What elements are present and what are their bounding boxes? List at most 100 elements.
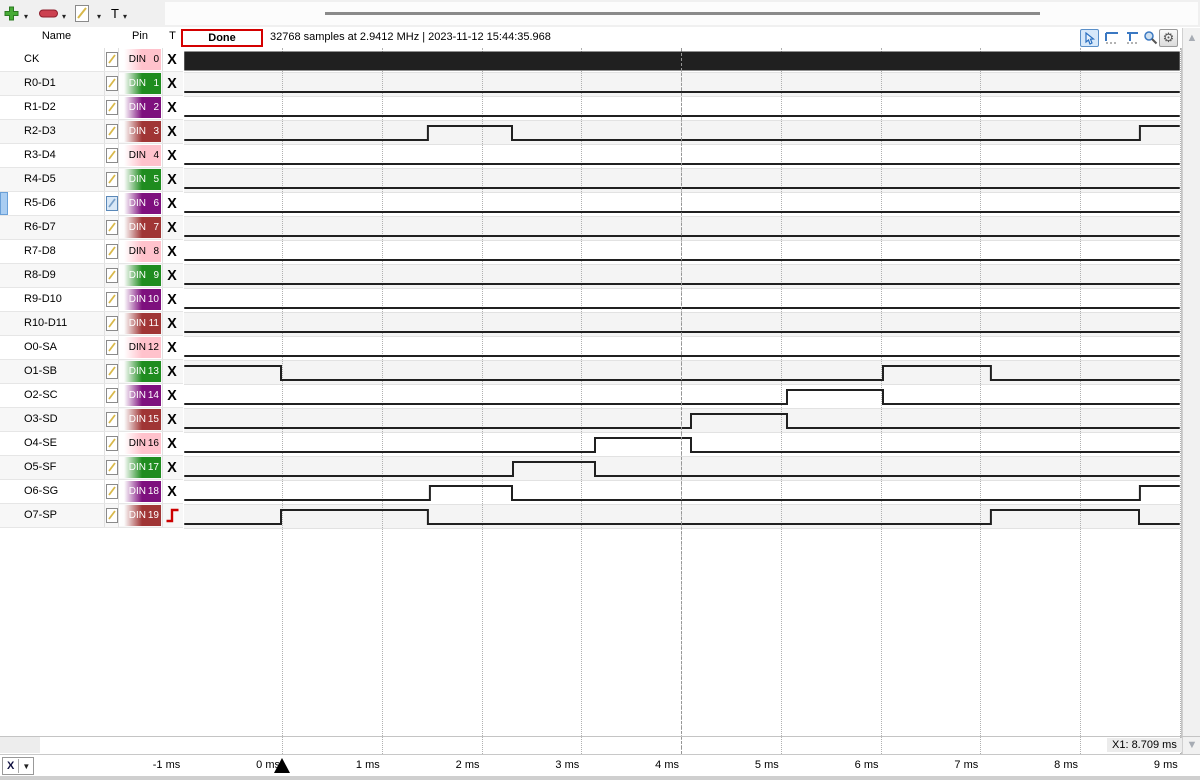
channel-name[interactable]: R5-D6 (8, 192, 105, 215)
x-axis-cursor-button[interactable]: X ▼ (2, 757, 35, 775)
channel-trigger-cell[interactable]: X (162, 384, 184, 407)
channel-note-cell[interactable] (105, 504, 119, 527)
trigger-menu-button[interactable]: T (108, 3, 122, 23)
channel-row-O2-SC[interactable]: O2-SC DIN 14 X (0, 384, 184, 408)
channel-name[interactable]: R2-D3 (8, 120, 105, 143)
channel-row-CK[interactable]: CK DIN 0 X (0, 48, 184, 72)
channel-pin-cell[interactable]: DIN 6 (118, 192, 163, 215)
channel-name[interactable]: O3-SD (8, 408, 105, 431)
channel-pin-cell[interactable]: DIN 17 (118, 456, 163, 479)
add-channel-button[interactable] (3, 3, 20, 23)
channel-pin-cell[interactable]: DIN 7 (118, 216, 163, 239)
vertical-scrollbar[interactable]: ▲ ▼ (1182, 28, 1200, 754)
channel-row-O5-SF[interactable]: O5-SF DIN 17 X (0, 456, 184, 480)
channel-pin-cell[interactable]: DIN 13 (118, 360, 163, 383)
channel-pin-cell[interactable]: DIN 2 (118, 96, 163, 119)
channel-name[interactable]: O4-SE (8, 432, 105, 455)
x-axis-button-caret[interactable]: ▼ (22, 761, 31, 771)
channel-row-R6-D7[interactable]: R6-D7 DIN 7 X (0, 216, 184, 240)
channel-note-cell[interactable] (105, 264, 119, 287)
channel-name[interactable]: O6-SG (8, 480, 105, 503)
done-status-button[interactable]: Done (181, 29, 263, 47)
channel-trigger-cell[interactable]: X (162, 192, 184, 215)
channel-name[interactable]: R6-D7 (8, 216, 105, 239)
channel-trigger-cell[interactable]: X (162, 240, 184, 263)
channel-note-cell[interactable] (105, 312, 119, 335)
remove-channel-button[interactable] (38, 3, 58, 23)
channel-note-cell[interactable] (105, 144, 119, 167)
channel-trigger-cell[interactable]: X (162, 48, 184, 71)
channel-pin-cell[interactable]: DIN 4 (118, 144, 163, 167)
channel-row-R3-D4[interactable]: R3-D4 DIN 4 X (0, 144, 184, 168)
channel-pin-cell[interactable]: DIN 14 (118, 384, 163, 407)
channel-note-cell[interactable] (105, 192, 119, 215)
channel-note-cell[interactable] (105, 360, 119, 383)
trigger-position-marker[interactable] (274, 758, 290, 773)
channel-trigger-cell[interactable]: X (162, 456, 184, 479)
scroll-up-icon[interactable]: ▲ (1186, 32, 1198, 44)
time-position-scrollbar[interactable] (165, 2, 1198, 25)
channel-trigger-cell[interactable]: X (162, 432, 184, 455)
channel-trigger-cell[interactable]: X (162, 96, 184, 119)
channel-trigger-cell[interactable]: X (162, 216, 184, 239)
time-position-thumb[interactable] (325, 12, 1040, 15)
edit-notes-caret[interactable]: ▾ (97, 12, 102, 21)
channel-trigger-cell[interactable]: X (162, 144, 184, 167)
channel-name[interactable]: R0-D1 (8, 72, 105, 95)
channel-row-R10-D11[interactable]: R10-D11 DIN 11 X (0, 312, 184, 336)
channel-trigger-cell[interactable]: X (162, 288, 184, 311)
channel-trigger-cell[interactable]: X (162, 312, 184, 335)
channel-pin-cell[interactable]: DIN 16 (118, 432, 163, 455)
channel-note-cell[interactable] (105, 288, 119, 311)
plot-settings-button[interactable]: ⚙ (1159, 29, 1178, 47)
channel-row-R8-D9[interactable]: R8-D9 DIN 9 X (0, 264, 184, 288)
channel-name[interactable]: O0-SA (8, 336, 105, 359)
channel-row-O6-SG[interactable]: O6-SG DIN 18 X (0, 480, 184, 504)
channel-pin-cell[interactable]: DIN 9 (118, 264, 163, 287)
channel-row-R2-D3[interactable]: R2-D3 DIN 3 X (0, 120, 184, 144)
channel-name[interactable]: R9-D10 (8, 288, 105, 311)
channel-pin-cell[interactable]: DIN 11 (118, 312, 163, 335)
channel-pin-cell[interactable]: DIN 1 (118, 72, 163, 95)
channel-name[interactable]: O5-SF (8, 456, 105, 479)
channel-name[interactable]: O7-SP (8, 504, 105, 527)
channel-note-cell[interactable] (105, 384, 119, 407)
channel-pin-cell[interactable]: DIN 18 (118, 480, 163, 503)
channel-name[interactable]: R7-D8 (8, 240, 105, 263)
edit-notes-button[interactable] (74, 3, 90, 23)
channel-pin-cell[interactable]: DIN 10 (118, 288, 163, 311)
channel-note-cell[interactable] (105, 456, 119, 479)
x-cursor-button[interactable] (1103, 29, 1120, 45)
add-channel-caret[interactable]: ▾ (24, 12, 29, 21)
channel-row-R0-D1[interactable]: R0-D1 DIN 1 X (0, 72, 184, 96)
channel-row-O7-SP[interactable]: O7-SP DIN 19 (0, 504, 184, 528)
channel-trigger-cell[interactable]: X (162, 72, 184, 95)
channel-pin-cell[interactable]: DIN 8 (118, 240, 163, 263)
channel-row-R4-D5[interactable]: R4-D5 DIN 5 X (0, 168, 184, 192)
channel-note-cell[interactable] (105, 336, 119, 359)
channel-row-O1-SB[interactable]: O1-SB DIN 13 X (0, 360, 184, 384)
channel-row-R1-D2[interactable]: R1-D2 DIN 2 X (0, 96, 184, 120)
channel-pin-cell[interactable]: DIN 15 (118, 408, 163, 431)
channel-trigger-cell[interactable]: X (162, 360, 184, 383)
channel-trigger-cell[interactable]: X (162, 408, 184, 431)
channel-name[interactable]: O2-SC (8, 384, 105, 407)
channel-trigger-cell[interactable]: X (162, 264, 184, 287)
channel-note-cell[interactable] (105, 408, 119, 431)
channel-note-cell[interactable] (105, 216, 119, 239)
channel-note-cell[interactable] (105, 240, 119, 263)
channel-name[interactable]: R10-D11 (8, 312, 105, 335)
channel-trigger-cell[interactable]: X (162, 168, 184, 191)
channel-note-cell[interactable] (105, 480, 119, 503)
channel-name[interactable]: O1-SB (8, 360, 105, 383)
channel-pin-cell[interactable]: DIN 5 (118, 168, 163, 191)
channel-note-cell[interactable] (105, 72, 119, 95)
channel-row-O4-SE[interactable]: O4-SE DIN 16 X (0, 432, 184, 456)
channel-note-cell[interactable] (105, 432, 119, 455)
trigger-menu-caret[interactable]: ▾ (123, 12, 128, 21)
channel-pin-cell[interactable]: DIN 0 (118, 48, 163, 71)
zoom-button[interactable] (1142, 29, 1159, 45)
channel-name[interactable]: R8-D9 (8, 264, 105, 287)
channel-note-cell[interactable] (105, 96, 119, 119)
channel-note-cell[interactable] (105, 48, 119, 71)
